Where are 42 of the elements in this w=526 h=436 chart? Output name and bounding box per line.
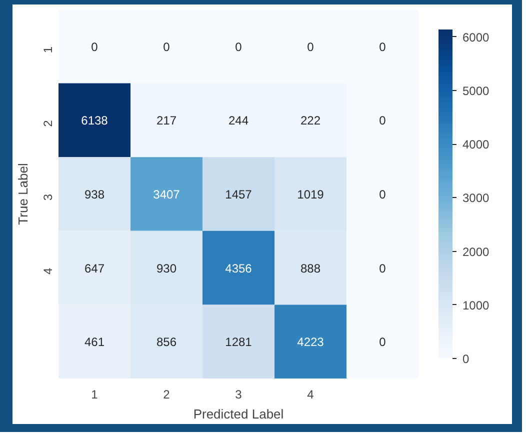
- data-label: 1281: [225, 335, 252, 350]
- y-tick-label: 3: [41, 194, 55, 201]
- data-label: 0: [163, 40, 170, 54]
- data-label: 3407: [153, 188, 180, 202]
- x-tick-label: 2: [163, 388, 170, 402]
- data-label: 244: [228, 114, 249, 128]
- x-axis-title: Predicted Label: [193, 406, 284, 422]
- y-tick-label: 4: [41, 267, 55, 274]
- data-label: 0: [235, 40, 242, 54]
- color-bar-label: 6000: [462, 30, 490, 44]
- y-axis-title: True Label: [16, 163, 30, 225]
- data-label: 1019: [297, 188, 324, 202]
- data-label: 647: [84, 261, 105, 276]
- data-label: 1457: [225, 188, 252, 202]
- data-label: 0: [307, 40, 314, 54]
- x-tick-label: 4: [307, 388, 314, 402]
- color-bar-label: 1000: [462, 298, 490, 312]
- color-bar-label: 0: [462, 352, 470, 366]
- x-tick-label: 1: [91, 388, 98, 402]
- data-label: 0: [379, 261, 386, 276]
- data-label: 0: [379, 114, 386, 128]
- data-label: 938: [84, 188, 105, 202]
- data-label: 4223: [297, 335, 324, 350]
- data-label: 0: [379, 335, 386, 350]
- color-bar-label: 4000: [462, 138, 490, 152]
- y-tick-label: 2: [41, 120, 55, 127]
- data-label: 0: [379, 40, 386, 54]
- data-label: 461: [84, 335, 105, 350]
- data-label: 0: [91, 40, 98, 54]
- data-label: 217: [156, 114, 177, 128]
- data-label: 222: [300, 114, 321, 128]
- y-tick-label: 1: [41, 46, 55, 54]
- data-label: 888: [300, 261, 321, 276]
- color-bar-label: 5000: [462, 84, 490, 98]
- x-tick-label: 3: [235, 388, 242, 402]
- data-label: 6138: [81, 114, 108, 128]
- data-label: 4356: [225, 261, 252, 276]
- color-bar-label: 2000: [462, 244, 490, 259]
- color-bar-label: 3000: [462, 191, 490, 206]
- data-label: 856: [156, 335, 177, 350]
- data-label: 930: [156, 261, 177, 276]
- data-label: 0: [379, 188, 386, 202]
